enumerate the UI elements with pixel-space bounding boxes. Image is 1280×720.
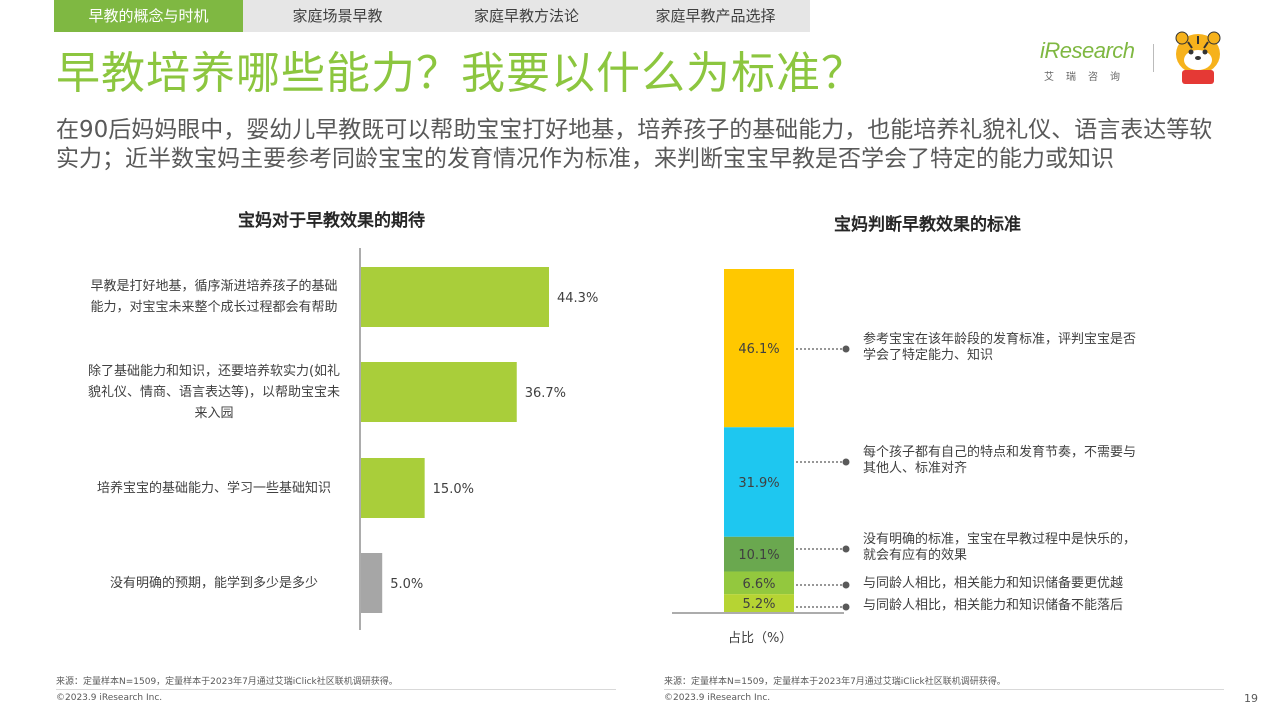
left-footer-rule xyxy=(56,689,616,690)
left-bar xyxy=(361,267,549,327)
tab-concept-timing[interactable]: 早教的概念与时机 xyxy=(54,0,243,32)
annotation-dot xyxy=(842,545,850,553)
stacked-segment-annotation: 参考宝宝在该年龄段的发育标准，评判宝宝是否 学会了特定能力、知识 xyxy=(863,332,1137,363)
stacked-segment xyxy=(724,536,794,572)
stacked-segment-value-label: 31.9% xyxy=(738,476,779,491)
left-copyright: ©2023.9 iResearch Inc. xyxy=(56,693,163,703)
stacked-segment-annotation: 与同龄人相比，相关能力和知识储备要更优越 xyxy=(863,576,1124,591)
page-title: 早教培养哪些能力？我要以什么为标准？ xyxy=(56,48,866,99)
left-category-label: 没有明确的预期，能学到多少是多少 xyxy=(109,575,318,591)
left-category-label: 培养宝宝的基础能力、学习一些基础知识 xyxy=(96,480,331,496)
tab-methodology[interactable]: 家庭早教方法论 xyxy=(432,0,621,32)
right-source-note: 来源：定量样本N=1509，定量样本于2023年7月通过艾瑞iClick社区联机… xyxy=(664,677,1006,687)
page-subtitle: 在90后妈妈眼中，婴幼儿早教既可以帮助宝宝打好地基，培养孩子的基础能力，也能培养… xyxy=(56,117,1213,172)
left-source-note: 来源：定量样本N=1509，定量样本于2023年7月通过艾瑞iClick社区联机… xyxy=(56,677,398,687)
iresearch-logo: iResearch 艾瑞咨询 xyxy=(1040,38,1135,83)
page-number: 19 xyxy=(1244,692,1258,705)
stacked-segment xyxy=(724,571,794,595)
annotation-dot xyxy=(842,603,850,611)
logo-divider xyxy=(1153,44,1154,72)
tab-family-scene[interactable]: 家庭场景早教 xyxy=(243,0,432,32)
left-bar xyxy=(361,553,383,613)
stacked-segment xyxy=(724,427,794,537)
left-bar xyxy=(361,362,517,422)
annotation-dot xyxy=(842,458,850,466)
qiaohu-mascot-logo xyxy=(1175,31,1221,84)
right-chart-xlabel: 占比（%） xyxy=(728,631,793,646)
stacked-segment-annotation: 没有明确的标准，宝宝在早教过程中是快乐的， 就会有应有的效果 xyxy=(863,532,1137,563)
stacked-segment xyxy=(724,269,794,428)
right-copyright: ©2023.9 iResearch Inc. xyxy=(664,693,771,703)
stacked-segment-value-label: 46.1% xyxy=(738,342,779,357)
stacked-segment-annotation: 与同龄人相比，相关能力和知识储备不能落后 xyxy=(863,598,1124,613)
left-category-label: 除了基础能力和知识，还要培养软实力(如礼 貌礼仪、情商、语言表达等)，以帮助宝宝未… xyxy=(87,363,341,421)
tab-product-selection[interactable]: 家庭早教产品选择 xyxy=(621,0,810,32)
stacked-segment-value-label: 5.2% xyxy=(742,597,775,612)
stacked-segment xyxy=(724,594,794,612)
right-chart-title: 宝妈判断早教效果的标准 xyxy=(834,215,1021,235)
annotation-dot xyxy=(842,581,850,589)
left-bar-value-label: 15.0% xyxy=(433,482,474,497)
left-bar-value-label: 36.7% xyxy=(525,386,566,401)
stacked-segment-value-label: 10.1% xyxy=(738,548,779,563)
left-bar xyxy=(361,458,425,518)
right-footer-rule xyxy=(664,689,1224,690)
left-category-label: 早教是打好地基，循序渐进培养孩子的基础 能力，对宝宝未来整个成长过程都会有帮助 xyxy=(90,279,338,315)
stacked-segment-annotation: 每个孩子都有自己的特点和发育节奏，不需要与 其他人、标准对齐 xyxy=(863,445,1137,476)
section-tabs: 早教的概念与时机 家庭场景早教 家庭早教方法论 家庭早教产品选择 xyxy=(54,0,810,32)
left-bar-value-label: 44.3% xyxy=(557,291,598,306)
left-bar-value-label: 5.0% xyxy=(390,577,423,592)
annotation-dot xyxy=(842,345,850,353)
left-chart-title: 宝妈对于早教效果的期待 xyxy=(238,211,425,231)
stacked-segment-value-label: 6.6% xyxy=(742,577,775,592)
